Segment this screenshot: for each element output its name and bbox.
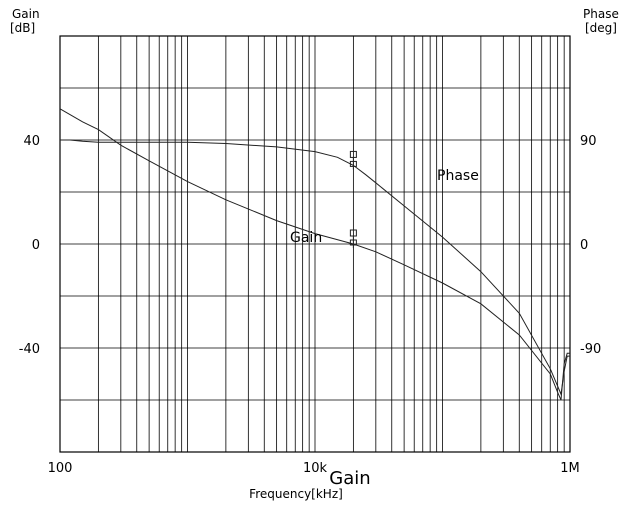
- x-tick-label: 100: [48, 461, 73, 476]
- left-tick-label: 0: [32, 238, 40, 253]
- plot-frame: [59, 35, 571, 453]
- tick-labels: 100 10k 1M 40 0 -40 90 0 -90: [19, 134, 601, 476]
- phase-curve: [60, 139, 570, 397]
- x-tick-label: 1M: [560, 461, 580, 476]
- right-axis-title-line2: [deg]: [585, 21, 617, 35]
- right-tick-label: 90: [580, 134, 597, 149]
- cursor-marker-base: [349, 239, 357, 246]
- overlay-gain-text: Gain: [329, 468, 370, 489]
- gain-curve-label: Gain: [290, 230, 322, 246]
- right-tick-label: -90: [580, 342, 601, 357]
- right-tick-label: 0: [580, 238, 588, 253]
- gain-curve: [59, 108, 570, 401]
- cursor-markers: [349, 150, 357, 248]
- right-axis-title-line1: Phase: [583, 7, 619, 21]
- x-axis-label: Frequency[kHz]: [249, 487, 343, 501]
- left-axis-title-line1: Gain: [12, 7, 40, 21]
- left-tick-label: 40: [23, 134, 40, 149]
- left-axis-title-line2: [dB]: [10, 21, 35, 35]
- left-tick-label: -40: [19, 342, 40, 357]
- phase-curve-label: Phase: [437, 168, 479, 184]
- curves: [59, 108, 570, 401]
- cursor-marker-base: [349, 160, 357, 167]
- x-tick-label: 10k: [303, 461, 328, 476]
